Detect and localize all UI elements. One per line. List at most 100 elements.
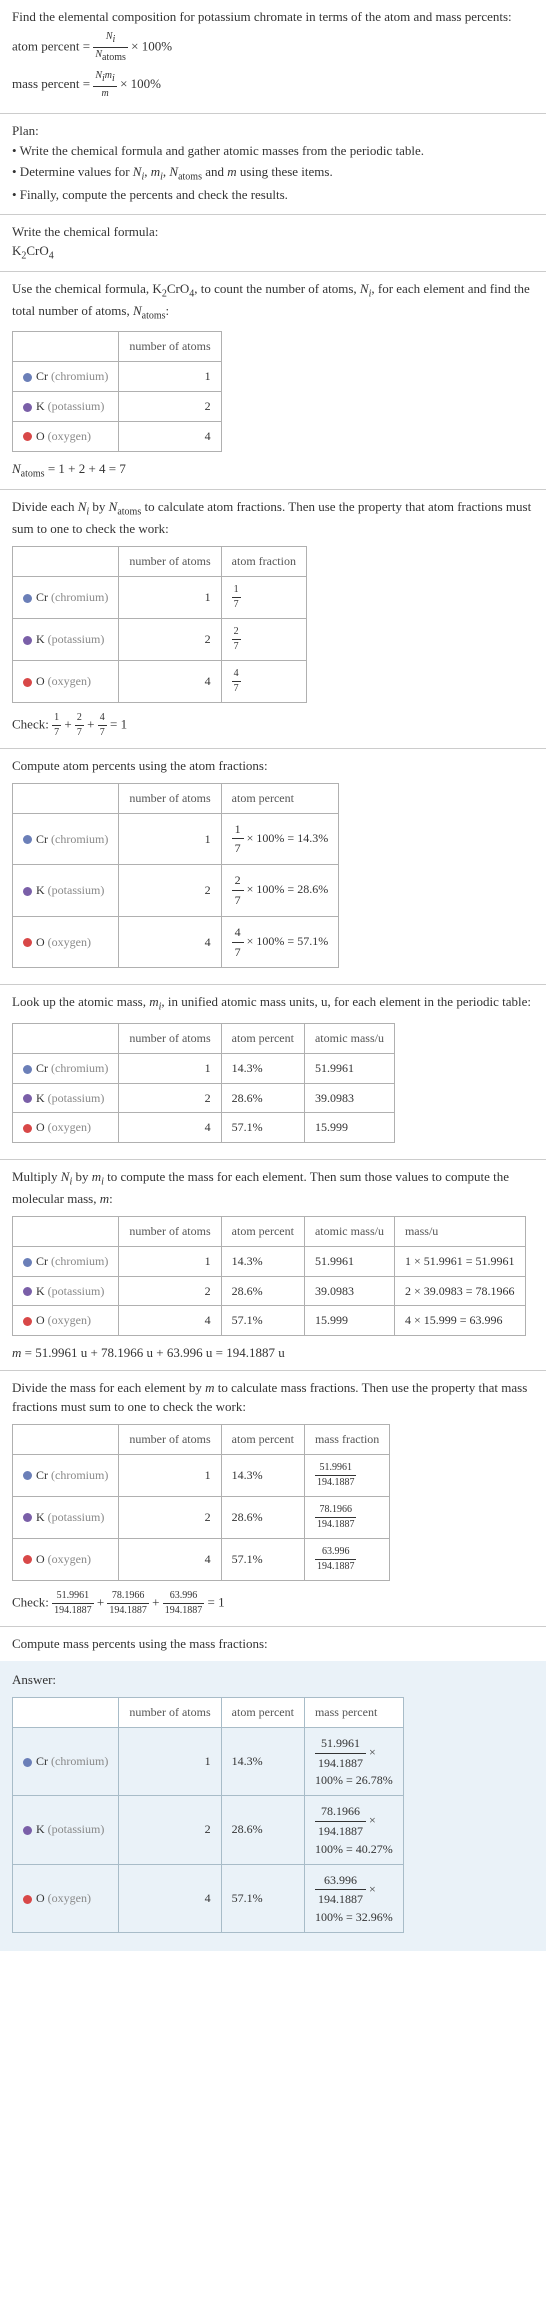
atom-percent: 57.1% xyxy=(221,1538,304,1580)
step8-section: Compute mass percents using the mass fra… xyxy=(0,1627,546,1661)
atom-percent-formula: atom percent = Ni Natoms × 100% xyxy=(12,30,534,65)
step1-section: Write the chemical formula: K2CrO4 xyxy=(0,215,546,272)
element-dot-icon xyxy=(23,1094,32,1103)
table-row: O (oxygen)4 xyxy=(13,421,222,451)
table-row: K (potassium)227 × 100% = 28.6% xyxy=(13,865,339,917)
n-atoms: 4 xyxy=(119,916,221,968)
atom-percent: 57.1% xyxy=(221,1113,304,1143)
element-dot-icon xyxy=(23,1555,32,1564)
element-cell: K (potassium) xyxy=(13,391,119,421)
n-atoms: 2 xyxy=(119,391,221,421)
step7-table: number of atomsatom percentmass fraction… xyxy=(12,1424,390,1581)
n-atoms: 4 xyxy=(119,1306,221,1336)
step7-check: Check: 51.9961194.1887 + 78.1966194.1887… xyxy=(12,1589,534,1618)
element-dot-icon xyxy=(23,432,32,441)
atom-percent: 14.3% xyxy=(221,1053,304,1083)
atom-fraction: 27 xyxy=(221,618,306,660)
atom-percent: 17 × 100% = 14.3% xyxy=(221,813,339,865)
atom-percent: 28.6% xyxy=(221,1796,304,1864)
element-cell: Cr (chromium) xyxy=(13,576,119,618)
element-dot-icon xyxy=(23,594,32,603)
table-row: Cr (chromium)117 × 100% = 14.3% xyxy=(13,813,339,865)
n-atoms: 1 xyxy=(119,1454,221,1496)
n-atoms: 1 xyxy=(119,1727,221,1795)
atomic-mass: 15.999 xyxy=(304,1306,394,1336)
plan-bullet: • Finally, compute the percents and chec… xyxy=(12,186,534,204)
atom-percent: 14.3% xyxy=(221,1246,304,1276)
element-cell: K (potassium) xyxy=(13,1083,119,1113)
table-row: O (oxygen)447 × 100% = 57.1% xyxy=(13,916,339,968)
step3-check: Check: 17 + 27 + 47 = 1 xyxy=(12,711,534,740)
n-atoms: 1 xyxy=(119,813,221,865)
atom-percent: 27 × 100% = 28.6% xyxy=(221,865,339,917)
step8-title: Compute mass percents using the mass fra… xyxy=(12,1635,534,1653)
step2-text: Use the chemical formula, K2CrO4, to cou… xyxy=(12,280,534,323)
element-dot-icon xyxy=(23,1258,32,1267)
step2-sum: Natoms = 1 + 2 + 4 = 7 xyxy=(12,460,534,482)
mass-percent: 78.1966194.1887 × 100% = 40.27% xyxy=(304,1796,403,1864)
element-cell: K (potassium) xyxy=(13,865,119,917)
element-cell: O (oxygen) xyxy=(13,1538,119,1580)
element-cell: O (oxygen) xyxy=(13,421,119,451)
atom-fraction: 17 xyxy=(221,576,306,618)
element-cell: K (potassium) xyxy=(13,1796,119,1864)
atomic-mass: 51.9961 xyxy=(304,1246,394,1276)
table-row: O (oxygen)457.1%63.996194.1887 xyxy=(13,1538,390,1580)
plan-title: Plan: xyxy=(12,122,534,140)
atom-percent: 14.3% xyxy=(221,1727,304,1795)
element-cell: Cr (chromium) xyxy=(13,1053,119,1083)
element-cell: K (potassium) xyxy=(13,1276,119,1306)
table-row: K (potassium)228.6%78.1966194.1887 × 100… xyxy=(13,1796,404,1864)
mass-fraction: 78.1966194.1887 xyxy=(304,1496,389,1538)
table-row: O (oxygen)457.1%15.999 xyxy=(13,1113,395,1143)
element-dot-icon xyxy=(23,636,32,645)
step6-text: Multiply Ni by mi to compute the mass fo… xyxy=(12,1168,534,1208)
element-dot-icon xyxy=(23,403,32,412)
step4-table: number of atomsatom percent Cr (chromium… xyxy=(12,783,339,969)
table-row: K (potassium)228.6%39.0983 xyxy=(13,1083,395,1113)
element-dot-icon xyxy=(23,1124,32,1133)
atom-percent: 47 × 100% = 57.1% xyxy=(221,916,339,968)
element-cell: Cr (chromium) xyxy=(13,813,119,865)
intro-section: Find the elemental composition for potas… xyxy=(0,0,546,114)
atomic-mass: 39.0983 xyxy=(304,1276,394,1306)
n-atoms: 4 xyxy=(119,421,221,451)
step4-title: Compute atom percents using the atom fra… xyxy=(12,757,534,775)
mass-calc: 1 × 51.9961 = 51.9961 xyxy=(394,1246,525,1276)
answer-table: number of atomsatom percentmass percent … xyxy=(12,1697,404,1933)
step6-sum: m = 51.9961 u + 78.1966 u + 63.996 u = 1… xyxy=(12,1344,534,1362)
plan-bullet: • Write the chemical formula and gather … xyxy=(12,142,534,160)
mass-percent-formula: mass percent = Nimi m × 100% xyxy=(12,69,534,101)
mass-percent: 63.996194.1887 × 100% = 32.96% xyxy=(304,1864,403,1932)
step3-table: number of atomsatom fraction Cr (chromiu… xyxy=(12,546,307,703)
element-dot-icon xyxy=(23,1471,32,1480)
atom-percent: 57.1% xyxy=(221,1306,304,1336)
mass-fraction: 63.996194.1887 xyxy=(304,1538,389,1580)
element-cell: K (potassium) xyxy=(13,618,119,660)
n-atoms: 4 xyxy=(119,660,221,702)
n-atoms: 2 xyxy=(119,1083,221,1113)
element-cell: Cr (chromium) xyxy=(13,1246,119,1276)
atomic-mass: 39.0983 xyxy=(304,1083,394,1113)
element-dot-icon xyxy=(23,1065,32,1074)
atomic-mass: 15.999 xyxy=(304,1113,394,1143)
step4-section: Compute atom percents using the atom fra… xyxy=(0,749,546,986)
n-atoms: 2 xyxy=(119,865,221,917)
table-row: K (potassium)2 xyxy=(13,391,222,421)
step3-text: Divide each Ni by Natoms to calculate at… xyxy=(12,498,534,538)
n-atoms: 2 xyxy=(119,618,221,660)
table-row: Cr (chromium)1 xyxy=(13,362,222,392)
element-dot-icon xyxy=(23,887,32,896)
element-dot-icon xyxy=(23,373,32,382)
element-dot-icon xyxy=(23,1826,32,1835)
atom-percent: 28.6% xyxy=(221,1496,304,1538)
element-dot-icon xyxy=(23,678,32,687)
element-dot-icon xyxy=(23,835,32,844)
table-row: O (oxygen)457.1%63.996194.1887 × 100% = … xyxy=(13,1864,404,1932)
element-dot-icon xyxy=(23,938,32,947)
n-atoms: 1 xyxy=(119,1053,221,1083)
atom-percent: 28.6% xyxy=(221,1083,304,1113)
intro-line: Find the elemental composition for potas… xyxy=(12,8,534,26)
step6-section: Multiply Ni by mi to compute the mass fo… xyxy=(0,1160,546,1371)
step5-section: Look up the atomic mass, mi, in unified … xyxy=(0,985,546,1160)
